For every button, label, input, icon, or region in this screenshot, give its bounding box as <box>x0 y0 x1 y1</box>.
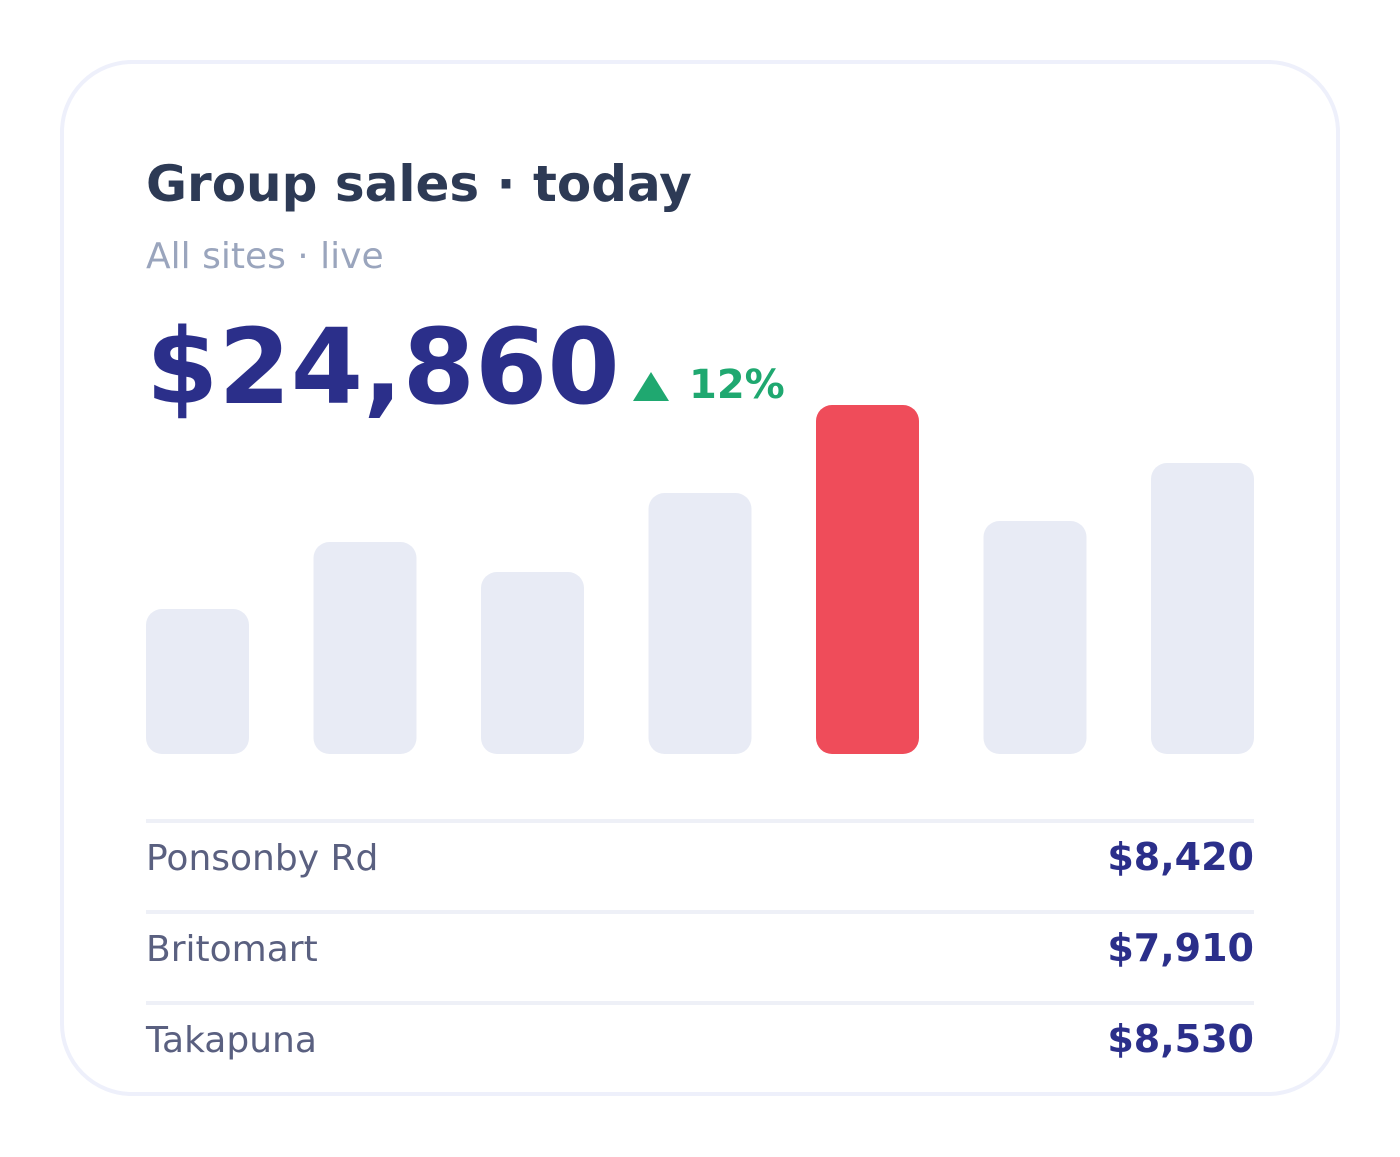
subtitle: All sites · live <box>146 236 384 277</box>
site-name: Takapuna <box>145 1020 317 1061</box>
total-value: $24,860 <box>146 306 620 428</box>
bar <box>983 521 1087 754</box>
bar <box>648 493 752 754</box>
up-arrow <box>633 372 669 401</box>
bar <box>816 405 919 754</box>
bar <box>1151 463 1254 754</box>
site-name: Britomart <box>146 929 318 970</box>
site-value: $8,530 <box>1107 1017 1254 1061</box>
site-list: Ponsonby Rd $8,420 Britomart $7,910 Takapuna… <box>145 819 1254 1061</box>
bar <box>313 542 417 754</box>
site-value: $7,910 <box>1107 926 1254 970</box>
bar <box>481 572 584 754</box>
bar-chart <box>146 405 1254 754</box>
title: Group sales · today <box>146 155 692 213</box>
bar <box>146 609 249 754</box>
site-name: Ponsonby Rd <box>146 838 378 879</box>
site-value: $8,420 <box>1107 835 1254 879</box>
change: 12% <box>689 362 785 408</box>
